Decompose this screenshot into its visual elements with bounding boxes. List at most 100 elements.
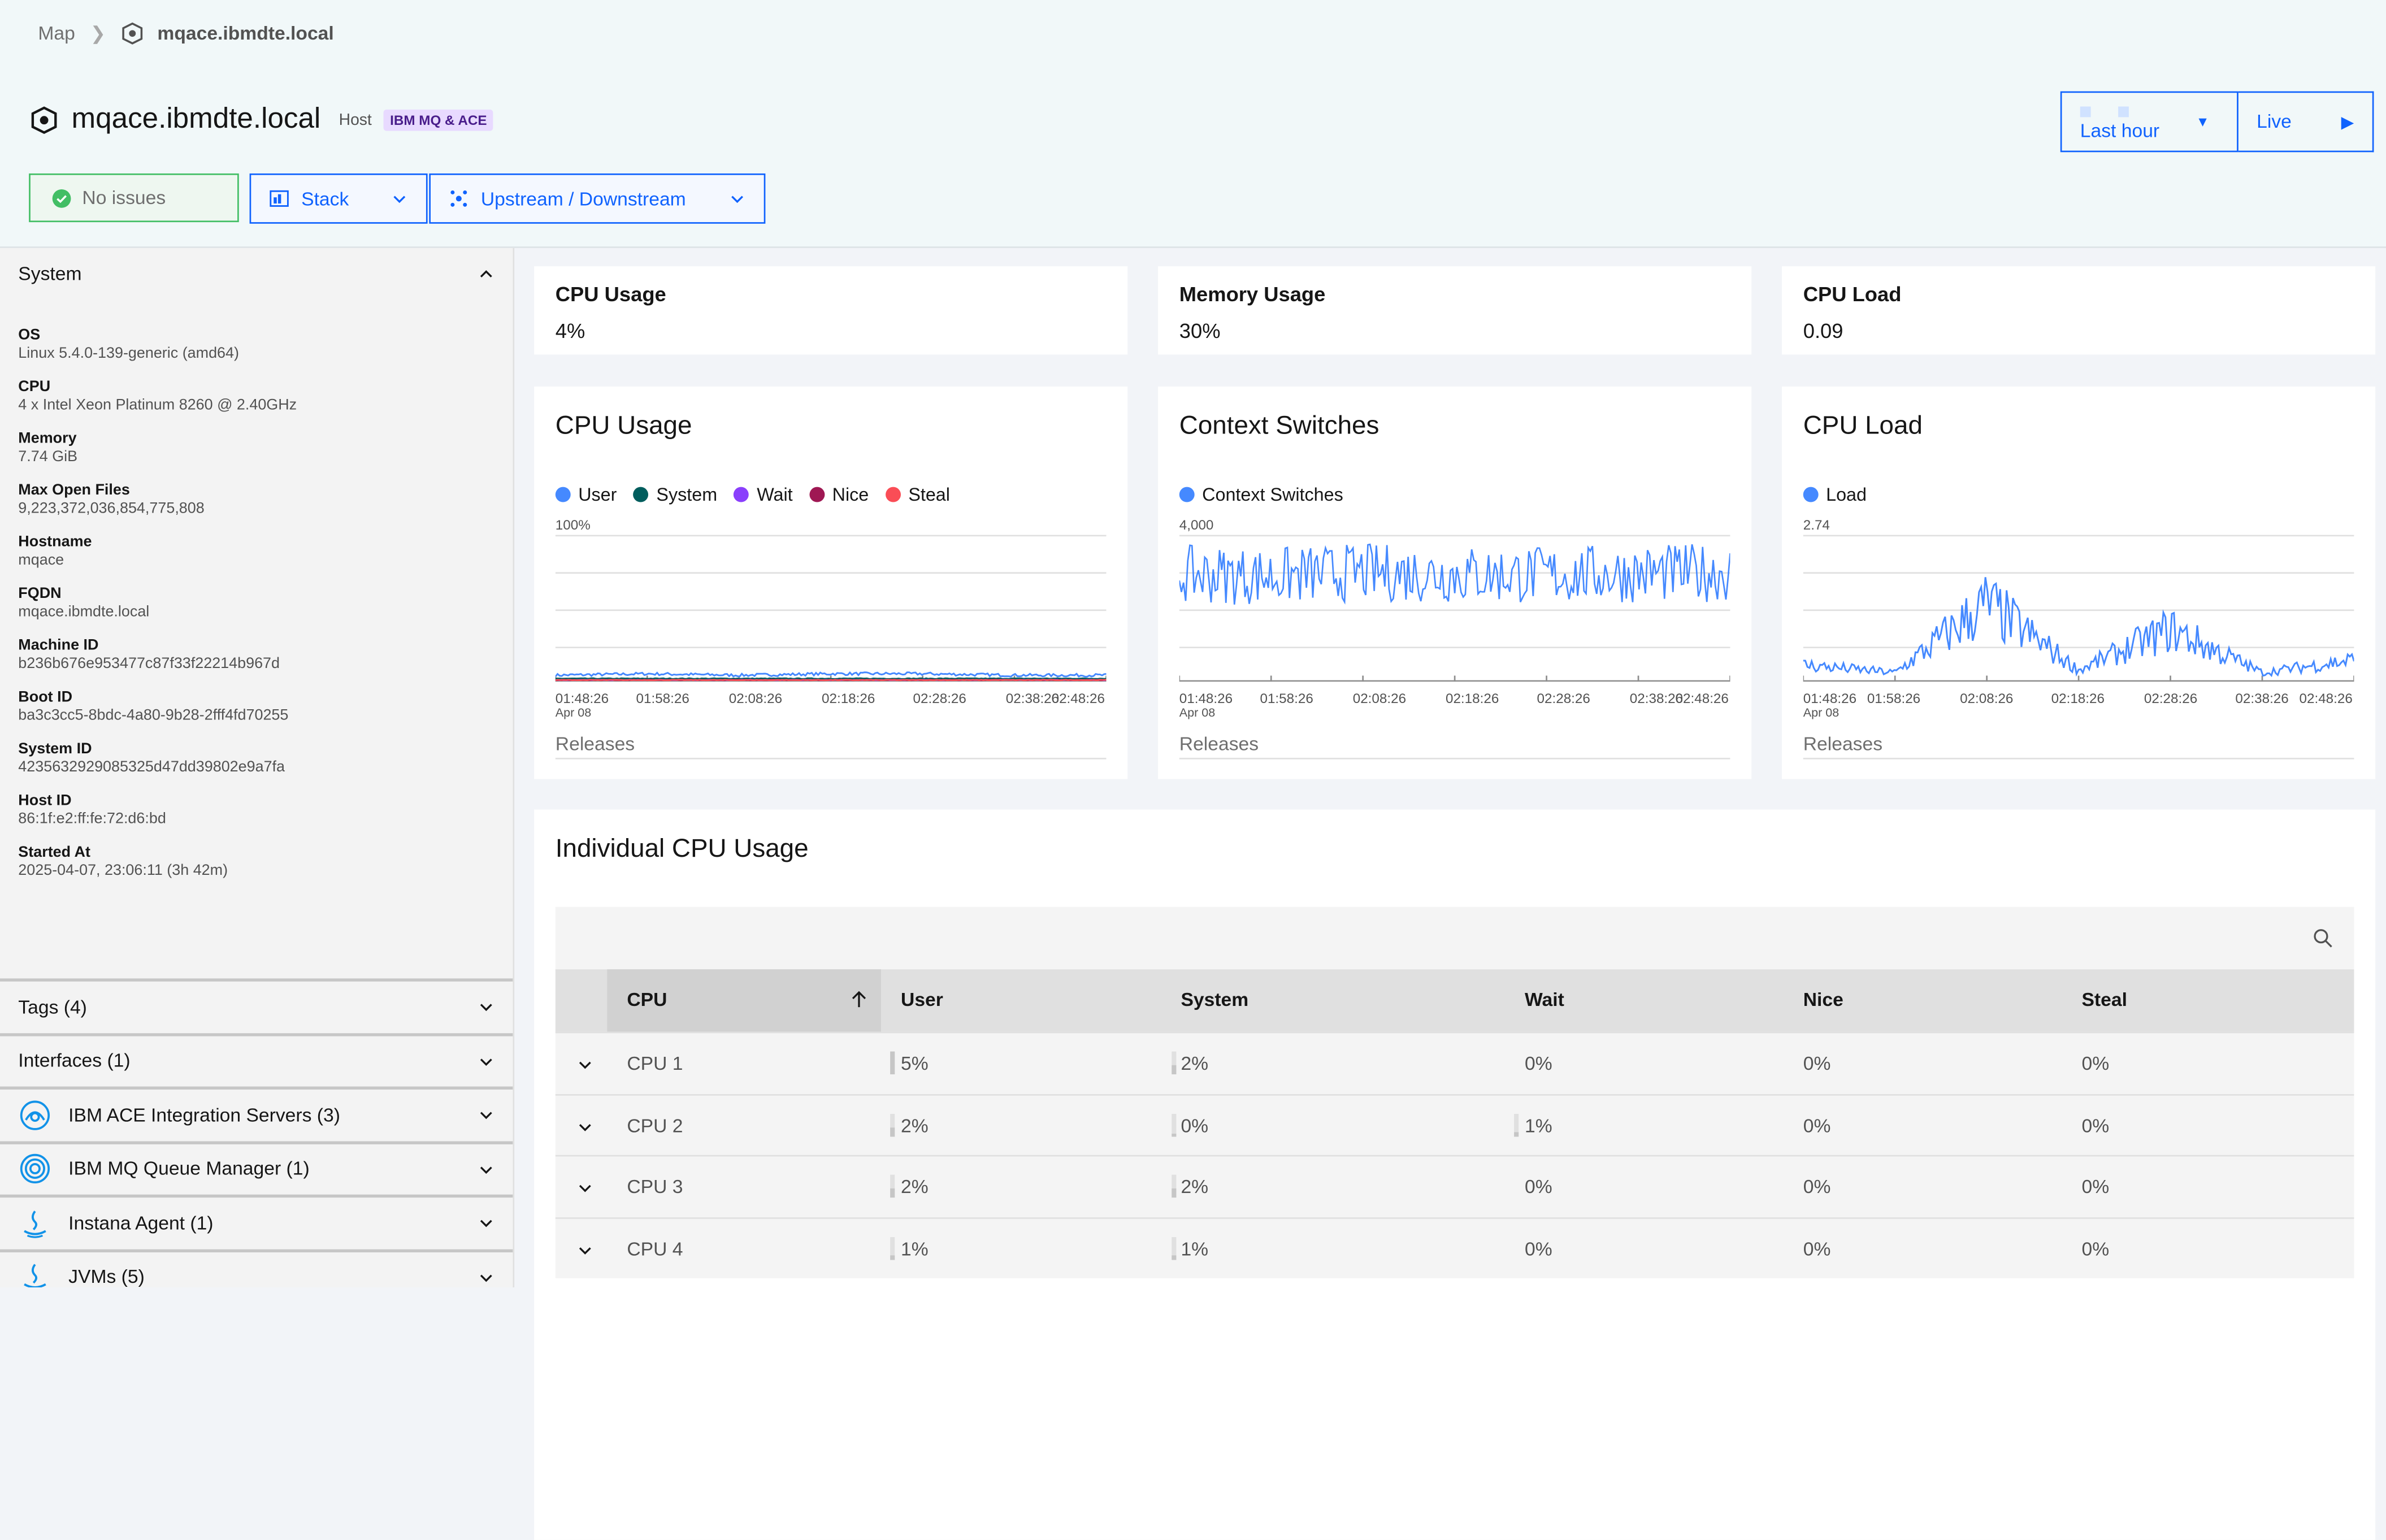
table-header: CPU User System Wait Nice Steal [555, 969, 2354, 1032]
ace-icon [20, 1100, 50, 1130]
accordion-label: JVMs (5) [68, 1266, 145, 1287]
property-max-open-files: Max Open Files 9,223,372,036,854,775,808 [18, 482, 205, 518]
chevron-down-icon[interactable] [576, 1179, 593, 1196]
accordion-interfaces[interactable]: Interfaces (1) [0, 1032, 513, 1087]
cell-cpu: CPU 3 [627, 1176, 683, 1198]
breadcrumb-host[interactable]: mqace.ibmdte.local [121, 21, 334, 46]
releases-label: Releases [1803, 734, 2354, 760]
panel-title: Individual CPU Usage [555, 834, 809, 863]
kpi-cpu-load: CPU Load 0.09 [1782, 266, 2376, 355]
cell-user: 5% [901, 1053, 929, 1074]
series-line-user[interactable] [555, 671, 1107, 678]
cell-wait: 0% [1524, 1053, 1552, 1074]
x-tick-label: 01:48:26 [1179, 691, 1233, 706]
chevron-down-icon[interactable] [576, 1118, 593, 1135]
column-header-nice[interactable]: Nice [1803, 989, 1843, 1010]
x-tick-label: 01:48:26 [1803, 691, 1857, 706]
table-row[interactable]: CPU 1 5% 2% 0% 0% 0% [555, 1031, 2354, 1094]
sidebar-sections: Tags (4) Interfaces (1) IBM ACE Integrat… [0, 978, 513, 1287]
chart-plot-area [1803, 535, 2354, 682]
legend-dot-icon [634, 487, 649, 502]
x-date-label: Apr 08 [555, 706, 592, 720]
column-header-steal[interactable]: Steal [2081, 989, 2127, 1010]
time-picker: Last hour ▼ Live ▶ [2060, 91, 2374, 153]
column-header-wait[interactable]: Wait [1524, 989, 1564, 1010]
live-button[interactable]: Live ▶ [2238, 91, 2374, 153]
accordion-instana-agent[interactable]: Instana Agent (1) [0, 1194, 513, 1249]
x-tick-label: 02:28:26 [1537, 691, 1590, 706]
table-row[interactable]: CPU 3 2% 2% 0% 0% 0% [555, 1155, 2354, 1217]
accordion-tags[interactable]: Tags (4) [0, 978, 513, 1033]
usage-bar [1514, 1113, 1519, 1136]
chart-title: Context Switches [1179, 411, 1379, 440]
kpi-value: 4% [555, 319, 585, 342]
column-header-cpu[interactable]: CPU [607, 969, 882, 1032]
breadcrumb-map-link[interactable]: Map [38, 23, 75, 45]
chevron-down-icon [480, 1166, 492, 1174]
breadcrumb: Map ❯ mqace.ibmdte.local [38, 21, 334, 46]
chevron-down-icon[interactable] [576, 1056, 593, 1073]
legend-item[interactable]: Steal [885, 484, 950, 505]
time-range-label: Last hour [2080, 120, 2160, 142]
x-tick-label: 02:38:26 [2235, 691, 2289, 706]
x-tick-label: 02:08:26 [1352, 691, 1407, 706]
column-header-user[interactable]: User [901, 989, 943, 1010]
series-line-context-switches[interactable] [1179, 543, 1730, 605]
accordion-mq-queue-manager[interactable]: IBM MQ Queue Manager (1) [0, 1140, 513, 1195]
series-line-system[interactable] [555, 677, 1107, 680]
x-tick-label: 02:28:26 [2144, 691, 2198, 706]
chevron-down-icon [393, 196, 406, 203]
legend-item[interactable]: Nice [809, 484, 869, 505]
caret-down-icon: ▼ [2196, 114, 2210, 129]
x-tick-label: 02:48:26 [2299, 691, 2353, 706]
upstream-downstream-dropdown[interactable]: Upstream / Downstream [429, 173, 766, 224]
chevron-down-icon[interactable] [576, 1241, 593, 1258]
column-header-system[interactable]: System [1181, 989, 1249, 1010]
property-cpu: CPU 4 x Intel Xeon Platinum 8260 @ 2.40GH… [18, 379, 297, 414]
x-tick-label: 02:28:26 [913, 691, 966, 706]
kpi-memory-usage: Memory Usage 30% [1158, 266, 1752, 355]
y-axis-max-label: 4,000 [1179, 517, 1214, 533]
table-row[interactable]: CPU 4 1% 1% 0% 0% 0% [555, 1216, 2354, 1278]
cell-system: 1% [1181, 1238, 1209, 1260]
cell-steal: 0% [2081, 1176, 2110, 1198]
usage-bar [890, 1051, 895, 1074]
cell-steal: 0% [2081, 1114, 2110, 1136]
chart-plot-area [555, 535, 1107, 682]
x-tick-label: 02:38:26 [1629, 691, 1684, 706]
search-icon[interactable] [2313, 928, 2333, 948]
x-tick-label: 01:48:26 [555, 691, 609, 706]
accordion-label: Instana Agent (1) [68, 1212, 214, 1234]
stack-dropdown[interactable]: Stack [249, 173, 428, 224]
time-range-dropdown[interactable]: Last hour ▼ [2060, 91, 2238, 153]
chevron-up-icon [480, 269, 492, 277]
upstream-downstream-label: Upstream / Downstream [480, 188, 686, 210]
accordion-jvms[interactable]: JVMs (5) [0, 1248, 513, 1287]
legend-item[interactable]: Context Switches [1179, 484, 1343, 505]
legend-item[interactable]: System [634, 484, 717, 505]
accordion-label: IBM ACE Integration Servers (3) [68, 1104, 340, 1126]
legend-item[interactable]: Wait [734, 484, 793, 505]
legend-item[interactable]: Load [1803, 484, 1867, 505]
chevron-down-icon [480, 1274, 492, 1282]
legend-item[interactable]: User [555, 484, 617, 505]
usage-bar [890, 1236, 895, 1260]
cell-nice: 0% [1803, 1053, 1831, 1074]
usage-bar [890, 1174, 895, 1198]
x-tick-label: 01:58:26 [636, 691, 689, 706]
cell-cpu: CPU 1 [627, 1053, 683, 1074]
series-line-load[interactable] [1803, 577, 2354, 678]
system-accordion-header[interactable]: System [0, 248, 513, 300]
accordion-ace-integration-servers[interactable]: IBM ACE Integration Servers (3) [0, 1086, 513, 1141]
x-tick-label: 02:08:26 [728, 691, 783, 706]
property-system-id: System ID 4235632929085325d47dd39802e9a7f… [18, 741, 285, 776]
kpi-label: CPU Usage [555, 283, 666, 306]
host-icon [31, 106, 57, 135]
table-row[interactable]: CPU 2 2% 0% 1% 0% 0% [555, 1093, 2354, 1155]
x-date-label: Apr 08 [1179, 706, 1216, 720]
no-issues-button[interactable]: No issues [29, 173, 239, 223]
usage-bar [890, 1113, 895, 1136]
breadcrumb-separator-icon: ❯ [90, 23, 106, 45]
cell-user: 2% [901, 1114, 929, 1136]
chart-title: CPU Usage [555, 411, 692, 440]
